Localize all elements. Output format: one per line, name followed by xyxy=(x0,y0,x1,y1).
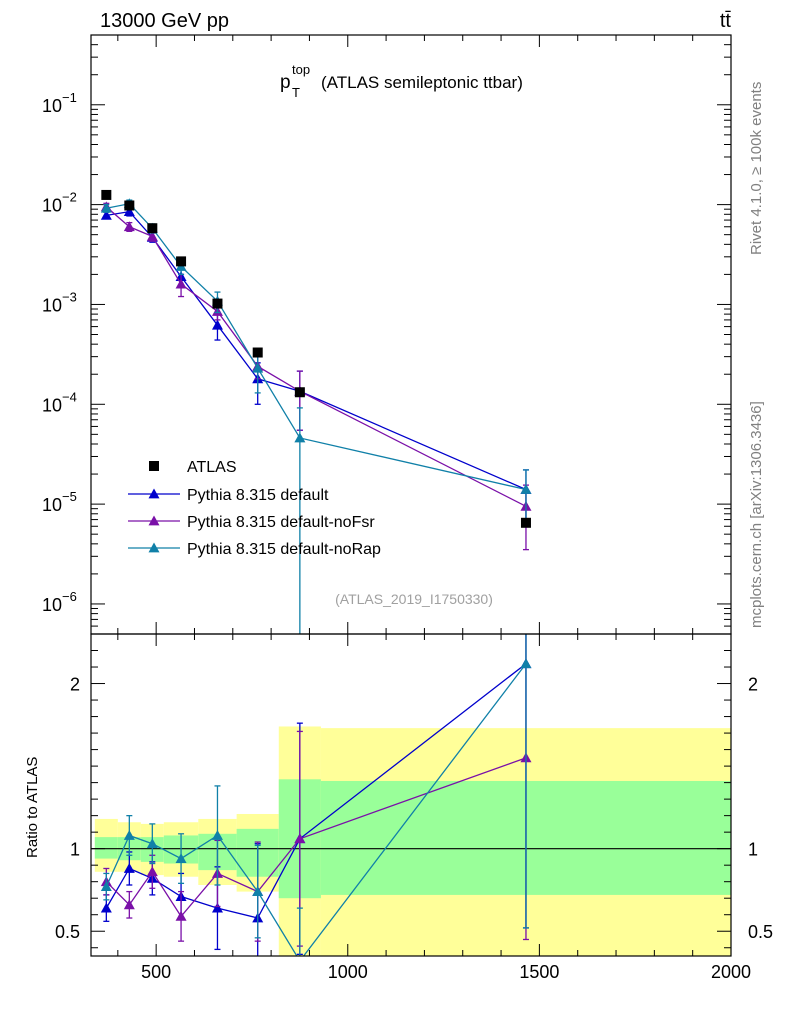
series-1-marker xyxy=(211,319,223,330)
rivet-label: Rivet 4.1.0, ≥ 100k events xyxy=(748,82,765,255)
ratio-tick-label-right: 1 xyxy=(748,840,758,860)
legend-marker-atlas xyxy=(149,461,159,471)
series-1-ratio-marker xyxy=(211,902,223,913)
atlas-data-point xyxy=(147,223,158,234)
mcplots-label: mcplots.cern.ch [arXiv:1306.3436] xyxy=(748,401,765,628)
series-1-marker xyxy=(123,206,135,217)
ratio-tick-label-right: 0.5 xyxy=(748,922,773,942)
series-3-ratio-line xyxy=(105,663,527,956)
ratio-uncertainty-bands xyxy=(91,726,731,956)
series-3-marker xyxy=(294,432,306,443)
y-tick-label-base: 10 xyxy=(42,395,62,415)
collision-label: 13000 GeV pp xyxy=(100,10,229,32)
ratio-tick-label-right: 2 xyxy=(748,675,758,695)
atlas-data-point xyxy=(124,200,135,211)
y-tick-label-base: 10 xyxy=(42,595,62,615)
title-text: (ATLAS semileptonic ttbar) xyxy=(321,73,523,92)
x-tick-label: 2000 xyxy=(711,962,751,982)
analysis-id: (ATLAS_2019_I1750330) xyxy=(335,591,493,607)
series-2-ratio-line xyxy=(105,757,527,918)
x-tick-label: 1000 xyxy=(328,962,368,982)
legend: ATLAS Pythia 8.315 default Pythia 8.315 de… xyxy=(128,459,381,558)
series-2-ratio-marker xyxy=(175,910,187,921)
plot-frames xyxy=(90,34,732,957)
x-tick-label: 1500 xyxy=(519,962,559,982)
title-superscript: top xyxy=(292,62,310,77)
series-1-marker xyxy=(100,209,112,220)
atlas-data-point xyxy=(520,517,531,528)
series-2-marker xyxy=(175,278,187,289)
series-3-ratio-marker xyxy=(123,829,135,840)
y-tick-label-base: 10 xyxy=(42,495,62,515)
ratio-series-clip xyxy=(100,634,532,956)
title-p: p xyxy=(280,72,291,93)
y-tick-label-base: 10 xyxy=(42,96,62,116)
ratio-axis-label: Ratio to ATLAS xyxy=(24,757,41,858)
series-3-ratio-marker xyxy=(146,838,158,849)
y-tick-label-base: 10 xyxy=(42,196,62,216)
atlas-data-point xyxy=(176,256,187,267)
atlas-data-point xyxy=(294,387,305,398)
series-3-ratio-marker xyxy=(100,881,112,892)
series-1-line xyxy=(106,210,527,491)
data-series xyxy=(100,189,532,956)
bands-clip xyxy=(94,726,731,956)
series-3-ratio-marker xyxy=(252,886,264,896)
ratio-tick-label: 1 xyxy=(70,840,80,860)
x-tick-label: 500 xyxy=(141,962,171,982)
legend-label: ATLAS xyxy=(187,459,237,476)
y-tick-label-exp: −4 xyxy=(62,389,77,404)
series-3-ratio-marker xyxy=(175,853,187,863)
ratio-frame xyxy=(90,633,732,957)
legend-marker xyxy=(148,488,160,499)
series-2-ratio-marker xyxy=(146,866,158,877)
y-tick-label-exp: −3 xyxy=(62,289,77,304)
ratio-tick-label: 2 xyxy=(70,675,80,695)
y-tick-label-exp: −5 xyxy=(62,489,77,504)
legend-marker xyxy=(148,515,160,526)
legend-label: Pythia 8.315 default xyxy=(187,487,329,504)
title-subscript: T xyxy=(292,85,300,100)
plot-title: p top T (ATLAS semileptonic ttbar) xyxy=(280,62,523,100)
y-tick-label-exp: −2 xyxy=(62,190,77,205)
series-2-ratio-marker xyxy=(123,899,135,910)
series-3-ratio-marker xyxy=(299,955,301,956)
series-3-ratio-marker xyxy=(211,829,223,840)
series-1-ratio-marker xyxy=(123,862,135,873)
y-tick-label-base: 10 xyxy=(42,295,62,315)
series-2-marker xyxy=(123,221,135,232)
y-tick-label-exp: −6 xyxy=(62,589,77,604)
axis-ticks xyxy=(91,34,732,956)
process-label: tt̄ xyxy=(720,10,732,32)
series-2-ratio-marker xyxy=(294,833,306,844)
atlas-data-point xyxy=(212,298,223,309)
green-band-bin xyxy=(94,837,118,859)
main-series-clip xyxy=(100,189,532,634)
legend-marker xyxy=(148,542,160,553)
series-2-marker xyxy=(146,230,158,241)
series-3-marker xyxy=(520,484,532,494)
legend-label: Pythia 8.315 default-noFsr xyxy=(187,514,375,531)
y-tick-label-exp: −1 xyxy=(62,90,77,105)
atlas-data-point xyxy=(101,189,112,200)
series-3-line xyxy=(106,203,527,491)
ratio-tick-label: 0.5 xyxy=(55,922,80,942)
series-1-ratio-marker xyxy=(100,902,112,913)
legend-label: Pythia 8.315 default-noRap xyxy=(187,541,381,558)
series-3-marker xyxy=(252,362,264,373)
series-3-marker xyxy=(100,202,112,213)
atlas-data-point xyxy=(252,347,263,358)
series-3-ratio-marker xyxy=(520,658,532,669)
